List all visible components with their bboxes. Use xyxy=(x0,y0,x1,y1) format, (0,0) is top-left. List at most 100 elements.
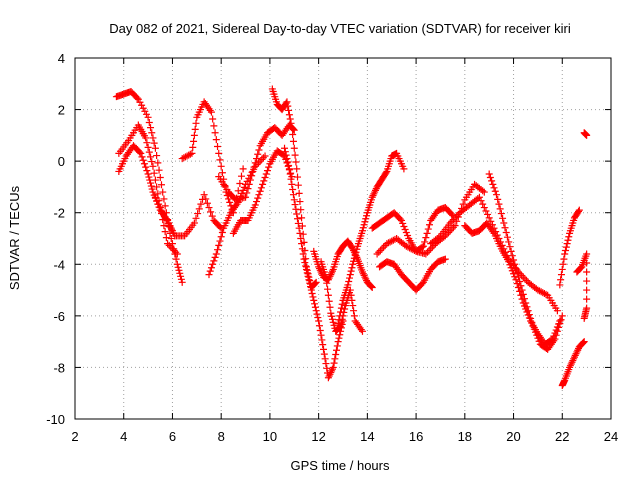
data-point xyxy=(534,286,542,294)
data-point-fill xyxy=(294,219,302,227)
data-point xyxy=(507,247,515,255)
data-point-fill xyxy=(157,181,165,189)
series-arc-6 xyxy=(205,152,269,279)
data-point-fill xyxy=(214,246,222,254)
data-point xyxy=(151,193,159,201)
data-point-fill xyxy=(490,184,498,192)
data-point-fill xyxy=(148,129,156,137)
data-point-fill xyxy=(317,331,325,339)
data-point-fill xyxy=(253,155,261,163)
data-point-fill xyxy=(284,102,292,110)
data-point xyxy=(475,193,483,201)
data-point-fill xyxy=(346,271,354,279)
data-point-fill xyxy=(140,160,148,168)
data-point-fill xyxy=(177,272,185,280)
data-point-fill xyxy=(312,307,320,315)
data-point xyxy=(190,219,198,227)
data-point-fill xyxy=(513,269,521,277)
data-point-fill xyxy=(566,362,574,370)
data-point-fill xyxy=(347,291,355,299)
data-point-fill xyxy=(372,185,380,193)
data-point-fill xyxy=(153,183,161,191)
data-point-fill xyxy=(497,210,505,218)
data-point xyxy=(329,363,337,371)
data-point-fill xyxy=(348,296,356,304)
data-point-fill xyxy=(245,180,253,188)
data-point-fill xyxy=(285,106,293,114)
data-point-fill xyxy=(333,342,341,350)
data-point-fill xyxy=(195,205,203,213)
data-point-fill xyxy=(185,151,193,159)
data-point-fill xyxy=(327,369,335,377)
data-point xyxy=(368,283,376,291)
data-point-fill xyxy=(499,214,507,222)
data-point-fill xyxy=(331,355,339,363)
data-point-fill xyxy=(537,288,545,296)
data-point-fill xyxy=(263,167,271,175)
data-point-fill xyxy=(573,348,581,356)
data-point-fill xyxy=(521,295,529,303)
data-point-fill xyxy=(328,269,336,277)
series-arc-1 xyxy=(112,88,186,286)
data-point-fill xyxy=(341,305,349,313)
data-point-fill xyxy=(332,351,340,359)
data-point-fill xyxy=(425,221,433,229)
data-point xyxy=(480,188,488,196)
data-point-fill xyxy=(177,275,185,283)
series-arc-9 xyxy=(268,85,320,291)
data-point-fill xyxy=(237,172,245,180)
data-point-fill xyxy=(148,185,156,193)
data-point-fill xyxy=(218,169,226,177)
data-point xyxy=(261,152,269,160)
data-point-fill xyxy=(144,143,152,151)
x-tick-label: 8 xyxy=(218,429,225,444)
series-arc-18 xyxy=(461,219,564,348)
data-point-fill xyxy=(361,273,369,281)
data-point-fill xyxy=(453,212,461,220)
data-point-fill xyxy=(255,191,263,199)
data-point xyxy=(290,196,298,204)
data-point xyxy=(446,219,454,227)
data-point-fill xyxy=(224,195,232,203)
data-point xyxy=(251,201,259,209)
data-point xyxy=(137,149,145,157)
series-arc-13 xyxy=(334,149,408,328)
data-point-fill xyxy=(484,210,492,218)
data-point xyxy=(324,374,332,382)
data-point-fill xyxy=(407,245,415,253)
data-point xyxy=(334,338,342,346)
data-point xyxy=(288,124,296,132)
data-point xyxy=(178,155,186,163)
data-point-fill xyxy=(294,215,302,223)
data-point xyxy=(505,258,513,266)
data-point-fill xyxy=(577,264,585,272)
data-point-fill xyxy=(139,104,147,112)
data-point-fill xyxy=(142,163,150,171)
data-point xyxy=(422,250,430,258)
data-point-fill xyxy=(253,198,261,206)
data-point-fill xyxy=(255,146,263,154)
data-point xyxy=(142,134,150,142)
data-point-fill xyxy=(502,228,510,236)
data-point xyxy=(558,312,566,320)
data-point-fill xyxy=(176,269,184,277)
data-point-fill xyxy=(175,266,183,274)
data-point xyxy=(242,193,250,201)
data-point-fill xyxy=(211,129,219,137)
data-point-fill xyxy=(447,210,455,218)
data-point-fill xyxy=(167,243,175,251)
data-point-fill xyxy=(523,277,531,285)
data-point-fill xyxy=(189,143,197,151)
data-point-fill xyxy=(183,152,191,160)
data-point-fill xyxy=(265,163,273,171)
x-tick-label: 16 xyxy=(409,429,423,444)
data-point-fill xyxy=(336,331,344,339)
data-point-fill xyxy=(350,307,358,315)
data-point-fill xyxy=(510,270,518,278)
data-point-fill xyxy=(197,200,205,208)
data-point-fill xyxy=(518,286,526,294)
data-point-fill xyxy=(409,246,417,254)
data-point-fill xyxy=(570,355,578,363)
data-point-fill xyxy=(353,245,361,253)
